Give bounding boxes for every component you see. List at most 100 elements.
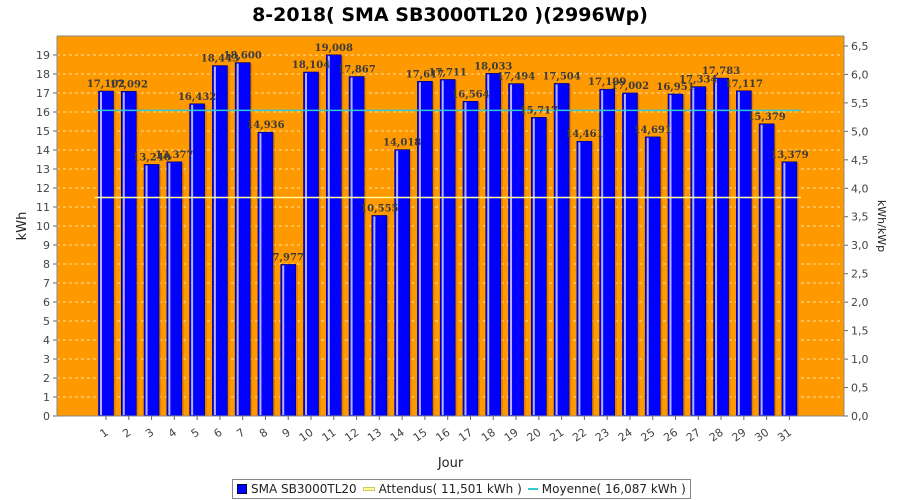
data-label: 17,617 <box>406 69 444 80</box>
bar-highlight <box>236 63 239 415</box>
x-tick-label: 25 <box>639 426 658 445</box>
bar-highlight <box>737 91 740 415</box>
y-tick-label: 1 <box>43 391 50 404</box>
x-tick-label: 22 <box>570 426 589 445</box>
data-label: 17,334 <box>679 75 717 86</box>
data-label: 17,092 <box>110 79 148 90</box>
x-tick-label: 24 <box>616 426 635 445</box>
y-tick-label: 15 <box>36 125 50 138</box>
data-label: 14,461 <box>565 129 603 140</box>
data-label: 17,002 <box>611 81 649 92</box>
y-tick-label: 9 <box>43 239 50 252</box>
data-label: 17,102 <box>87 79 125 90</box>
data-label: 17,494 <box>497 72 535 83</box>
bar-highlight <box>646 137 649 415</box>
legend-label-expected: Attendus( 11,501 kWh ) <box>378 482 522 496</box>
y-tick-label: 19 <box>36 49 50 62</box>
y2-tick-label: 3,0 <box>851 239 869 252</box>
bar-highlight <box>418 82 421 415</box>
x-tick-label: 9 <box>280 426 293 441</box>
bar-highlight <box>327 55 330 416</box>
bar-highlight <box>578 142 581 415</box>
legend: SMA SB3000TL20 Attendus( 11,501 kWh ) Mo… <box>232 479 691 499</box>
bar-highlight <box>282 265 285 415</box>
bar-highlight <box>487 74 490 416</box>
y-tick-label: 2 <box>43 372 50 385</box>
bar-highlight <box>510 84 513 415</box>
y2-tick-label: 4,5 <box>851 154 869 167</box>
x-tick-label: 6 <box>211 426 224 441</box>
x-tick-label: 26 <box>661 426 680 445</box>
x-tick-label: 3 <box>143 426 156 441</box>
data-label: 16,432 <box>178 92 216 103</box>
data-label: 13,240 <box>132 152 170 163</box>
y2-tick-label: 0,5 <box>851 382 869 395</box>
data-label: 18,104 <box>292 60 330 71</box>
y2-tick-label: 2,5 <box>851 268 869 281</box>
x-tick-label: 14 <box>388 426 407 445</box>
x-tick-label: 13 <box>365 426 384 445</box>
bar-highlight <box>692 87 695 416</box>
bar-highlight <box>441 80 444 415</box>
data-label: 17,783 <box>702 66 740 77</box>
y-tick-label: 10 <box>36 220 50 233</box>
legend-label-average: Moyenne( 16,087 kWh ) <box>541 482 686 496</box>
y-tick-label: 14 <box>36 144 50 157</box>
y-tick-label: 8 <box>43 258 50 271</box>
bar-highlight <box>601 90 604 416</box>
data-label: 15,379 <box>747 112 785 123</box>
data-label: 17,867 <box>337 65 375 76</box>
data-label: 13,377 <box>155 150 193 161</box>
data-label: 19,008 <box>315 43 353 54</box>
y-tick-label: 6 <box>43 296 50 309</box>
y-tick-label: 3 <box>43 353 50 366</box>
x-axis-title: Jour <box>437 456 464 471</box>
data-label: 18,600 <box>224 51 262 62</box>
bar-highlight <box>669 94 672 415</box>
y-tick-label: 16 <box>36 106 50 119</box>
data-label: 16,951 <box>656 82 694 93</box>
x-tick-label: 29 <box>730 426 749 445</box>
x-tick-label: 16 <box>433 426 452 445</box>
data-label: 17,199 <box>588 77 626 88</box>
x-tick-label: 18 <box>479 426 498 445</box>
x-tick-label: 15 <box>411 426 430 445</box>
bar-highlight <box>715 79 718 416</box>
legend-swatch-bar <box>237 484 247 494</box>
y2-tick-label: 2,0 <box>851 296 869 309</box>
x-tick-label: 30 <box>752 426 771 445</box>
y-tick-label: 4 <box>43 334 50 347</box>
y-axis-title: kWh <box>15 212 30 241</box>
x-tick-label: 17 <box>456 426 475 445</box>
x-tick-label: 11 <box>320 426 339 445</box>
x-tick-label: 31 <box>775 426 794 445</box>
bar-highlight <box>396 150 399 415</box>
y2-tick-label: 6,5 <box>851 40 869 53</box>
bar-highlight <box>350 77 353 415</box>
y2-tick-label: 1,0 <box>851 353 869 366</box>
data-label: 17,711 <box>429 67 467 78</box>
data-label: 13,379 <box>770 150 808 161</box>
bar-highlight <box>305 73 308 416</box>
x-tick-label: 2 <box>120 426 133 441</box>
legend-item-expected: Attendus( 11,501 kWh ) <box>362 482 522 496</box>
y2-axis-title: kWh/kWp <box>875 200 888 252</box>
x-tick-label: 19 <box>502 426 521 445</box>
data-label: 17,504 <box>542 71 580 82</box>
data-label: 7,977 <box>273 252 304 263</box>
y2-tick-label: 0,0 <box>851 410 869 423</box>
y2-tick-label: 3,5 <box>851 211 869 224</box>
bar-highlight <box>373 216 376 415</box>
bar-highlight <box>760 124 763 415</box>
x-tick-label: 27 <box>684 426 703 445</box>
data-label: 14,018 <box>383 138 421 149</box>
data-label: 10,555 <box>360 203 398 214</box>
bar-highlight <box>122 92 125 415</box>
x-tick-label: 20 <box>525 426 544 445</box>
chart-title: 8-2018( SMA SB3000TL20 )(2996Wp) <box>252 4 648 26</box>
x-tick-label: 28 <box>707 426 726 445</box>
y-tick-label: 0 <box>43 410 50 423</box>
data-label: 14,936 <box>246 120 284 131</box>
bar-highlight <box>464 102 467 415</box>
